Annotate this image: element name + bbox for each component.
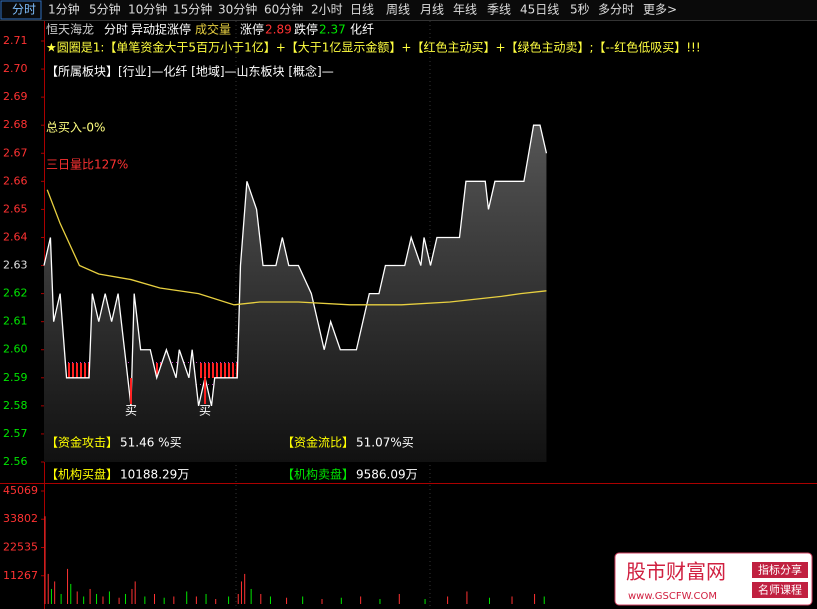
- y-tick-label: 2.69: [3, 90, 28, 103]
- note: ★圆圈是1:【单笔资金大于5百万小于1亿】+【大于1亿显示金额】+【红色主动买】…: [46, 40, 701, 55]
- header-sector: 化纤: [350, 23, 374, 37]
- indicator-value: 9586.09万: [356, 468, 418, 482]
- y-tick-label: 2.67: [3, 146, 28, 159]
- header-limit-down: 2.37: [319, 23, 346, 37]
- toolbar-item[interactable]: 10分钟: [128, 2, 167, 17]
- signal-stripes: [198, 363, 239, 378]
- watermark-tag: [752, 562, 808, 578]
- y-tick-label: 2.68: [3, 118, 28, 131]
- indicator-name: 【机构卖盘】: [282, 467, 354, 482]
- y-tick-label: 2.62: [3, 287, 28, 300]
- watermark-tag: [752, 582, 808, 598]
- price-line: [46, 189, 547, 306]
- toolbar-item[interactable]: 60分钟: [264, 2, 303, 17]
- toolbar-item[interactable]: 年线: [453, 3, 477, 17]
- header-limit-up: 2.89: [265, 23, 292, 37]
- toolbar-item[interactable]: 45日线: [520, 3, 559, 17]
- toolbar-item[interactable]: 30分钟: [218, 2, 257, 17]
- y-tick-label: 2.70: [3, 62, 28, 75]
- toolbar-item[interactable]: 多分时: [598, 3, 634, 17]
- y-tick-label: 2.64: [3, 230, 28, 243]
- header-indicator: 异动捉涨停: [131, 22, 191, 37]
- toolbar-item[interactable]: 1分钟: [48, 2, 80, 17]
- y-tick-label: 2.71: [3, 34, 28, 47]
- y-tick-label: 2.56: [3, 455, 28, 468]
- watermark-url: www.GSCFW.COM: [628, 591, 717, 602]
- y-tick-label: 33802: [3, 512, 38, 525]
- price-area: [44, 125, 547, 462]
- header-stock: 恒天海龙: [46, 22, 94, 37]
- buy-marker: 买: [199, 404, 211, 418]
- indicator-value: 51.46 %买: [120, 436, 182, 450]
- y-tick-label: 2.57: [3, 427, 28, 440]
- y-tick-label: 22535: [3, 540, 38, 553]
- header-limit-up-label: 涨停: [240, 22, 264, 37]
- watermark: 股市财富网 指标分享 名师课程 www.GSCFW.COM: [614, 552, 813, 606]
- toolbar-item[interactable]: 日线: [350, 3, 374, 17]
- header-view: 分时: [104, 23, 128, 37]
- watermark-tag: 名师课程: [758, 583, 802, 597]
- watermark-tag: 指标分享: [758, 563, 802, 577]
- y-tick-label: 2.65: [3, 202, 28, 215]
- y-tick-label: 2.63: [3, 259, 28, 272]
- annotation: 总买入-0%: [46, 121, 105, 135]
- y-tick-label: 2.60: [3, 343, 28, 356]
- toolbar-item[interactable]: 季线: [487, 3, 511, 17]
- y-tick-label: 2.61: [3, 315, 28, 328]
- note: 【所属板块】[行业]—化纤 [地域]—山东板块 [概念]—: [46, 64, 334, 79]
- toolbar-item[interactable]: 15分钟: [173, 2, 212, 17]
- y-tick-label: 2.66: [3, 174, 28, 187]
- y-tick-label: 2.58: [3, 399, 28, 412]
- indicator-value: 10188.29万: [120, 468, 189, 482]
- toolbar-item[interactable]: 5秒: [570, 3, 590, 17]
- watermark-name: 股市财富网: [626, 560, 726, 584]
- buy-marker: 买: [125, 404, 137, 418]
- toolbar-item[interactable]: 5分钟: [89, 2, 121, 17]
- indicator-name: 【资金攻击】: [46, 435, 118, 450]
- toolbar-active: [0, 0, 42, 20]
- signal-stripes: [68, 363, 89, 378]
- indicator-value: 51.07%买: [356, 436, 414, 450]
- toolbar-item[interactable]: 2小时: [311, 3, 343, 17]
- toolbar-item[interactable]: 周线: [386, 3, 410, 17]
- price-line: [43, 124, 548, 407]
- toolbar-item[interactable]: 更多>: [643, 3, 677, 17]
- annotation: 三日量比127%: [46, 158, 128, 172]
- y-tick-label: 11267: [3, 569, 38, 582]
- toolbar-item[interactable]: 月线: [420, 3, 444, 17]
- y-tick-label: 2.59: [3, 371, 28, 384]
- y-tick-label: 45069: [3, 484, 38, 497]
- indicator-name: 【机构买盘】: [46, 467, 118, 482]
- indicator-name: 【资金流比】: [282, 435, 354, 450]
- toolbar-item[interactable]: 分时: [12, 3, 36, 17]
- toolbar-bg: [0, 0, 817, 20]
- header-limit-down-label: 跌停: [294, 22, 318, 37]
- header-volume-label: 成交量: [195, 22, 231, 37]
